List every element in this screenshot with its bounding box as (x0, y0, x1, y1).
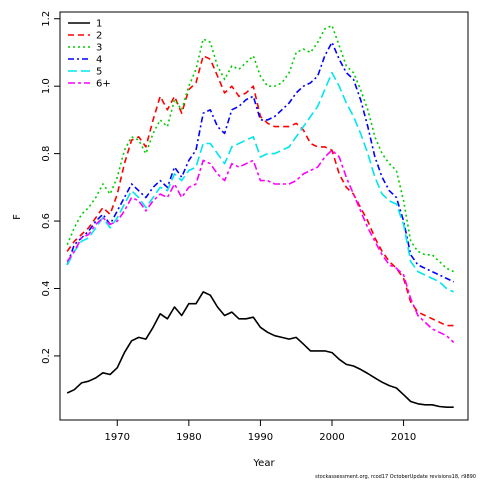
plot-frame (59, 11, 469, 421)
x-tick-label: 2000 (319, 432, 344, 443)
y-tick-label: 0.4 (41, 281, 52, 297)
legend-label: 1 (96, 19, 102, 30)
x-tick-label: 1990 (248, 432, 273, 443)
series-line-3 (66, 24, 455, 273)
series-line-1 (66, 291, 454, 409)
y-axis-title: F (12, 214, 23, 220)
axes: 1970 1980 1990 2000 2010 0.2 0.4 0.6 0.8 1.0 1.2 (41, 11, 469, 443)
x-tick-label: 2010 (391, 432, 416, 443)
series-line-4 (66, 41, 455, 283)
series-layer (66, 24, 455, 409)
footer-note: stockassessment.org, rcod17 OctoberUpdat… (315, 474, 476, 480)
y-tick-label: 0.6 (41, 213, 52, 229)
legend-label: 2 (96, 31, 102, 42)
legend-label: 5 (96, 67, 102, 78)
legend-label: 4 (96, 55, 102, 66)
legend-label: 6+ (96, 79, 111, 90)
x-tick-label: 1980 (176, 432, 201, 443)
legend-label: 3 (96, 43, 102, 54)
series-line-2 (66, 54, 454, 327)
x-axis-title: Year (252, 458, 275, 469)
series-line-6+ (66, 149, 455, 343)
y-tick-label: 1.2 (41, 11, 52, 27)
y-tick-label: 0.8 (41, 146, 52, 162)
y-tick-label: 0.2 (41, 348, 52, 364)
series-line-5 (66, 71, 455, 293)
y-tick-label: 1.0 (41, 78, 52, 94)
x-tick-label: 1970 (105, 432, 130, 443)
